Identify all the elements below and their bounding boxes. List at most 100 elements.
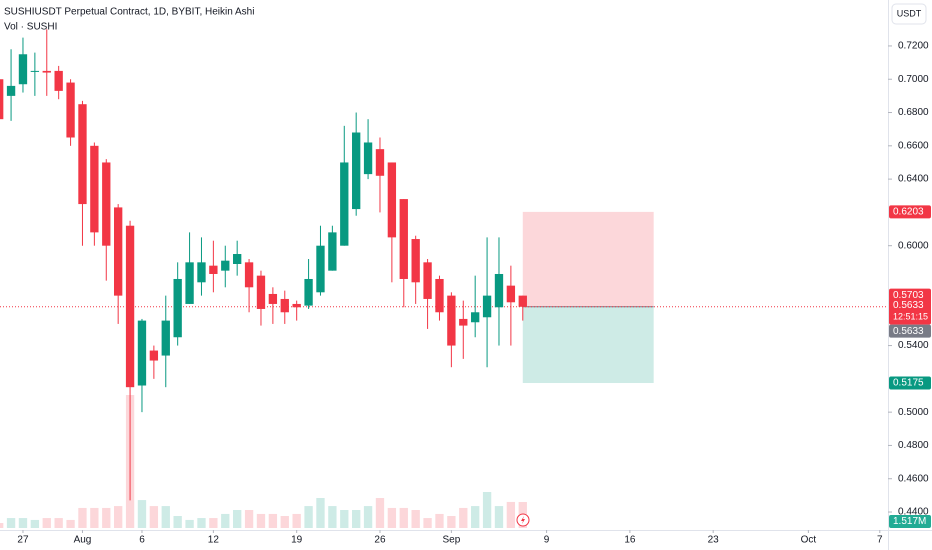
candle-body — [268, 293, 278, 304]
volume-bar — [387, 507, 397, 528]
candle-body — [0, 79, 4, 120]
candle-body — [280, 298, 289, 313]
candle-body — [518, 295, 527, 307]
candle-body — [387, 162, 397, 238]
candle-body — [447, 295, 456, 346]
candle-body — [90, 145, 99, 233]
volume-bar — [435, 513, 444, 528]
volume-bar — [292, 513, 301, 528]
volume-bar — [268, 513, 278, 528]
volume-label: 1.517M — [893, 516, 926, 527]
candle-body — [411, 239, 420, 283]
x-tick-label: 19 — [291, 535, 303, 546]
volume-bar — [494, 506, 504, 528]
candle-body — [244, 262, 254, 288]
x-tick-label: 6 — [139, 535, 145, 546]
volume-label-box — [889, 515, 931, 528]
y-tick-label: 0.7200 — [898, 41, 929, 52]
volume-bar — [221, 513, 230, 528]
candle-body — [18, 54, 28, 85]
volume-bar — [42, 518, 51, 528]
price-label-box — [889, 324, 931, 338]
price-label: 0.6203 — [893, 207, 924, 218]
candle-body — [6, 85, 16, 96]
currency[interactable]: USDT — [897, 8, 922, 18]
volume-bar — [471, 506, 480, 528]
y-tick-label: 0.6600 — [898, 140, 929, 151]
candle-body — [363, 142, 373, 175]
candle-body — [340, 162, 349, 246]
candle-body — [209, 265, 218, 274]
candle-body — [482, 295, 492, 318]
candle-body — [149, 350, 159, 361]
price-label-box — [889, 288, 931, 302]
candle-body — [304, 278, 313, 306]
x-tick-label: 26 — [374, 535, 386, 546]
axes: 0.7200 0.7000 0.6800 0.6600 0.6400 0.6000 0.54… — [17, 41, 931, 546]
price-label: 0.5175 — [893, 378, 924, 389]
y-tick-label: 0.4400 — [898, 507, 929, 518]
volume-bar — [340, 510, 349, 528]
position-tool — [0, 211, 888, 384]
volume-bar — [506, 501, 516, 528]
volume-bar — [0, 523, 4, 528]
volume-bar — [149, 506, 159, 528]
candle-body — [435, 278, 444, 313]
price-label-box — [889, 205, 931, 219]
candle-body — [494, 273, 504, 308]
candle-body — [161, 320, 170, 356]
volume-bar — [54, 518, 63, 528]
volume-bar — [411, 510, 420, 528]
y-tick-label: 0.5400 — [898, 340, 929, 351]
chart-title: SUSHIUSDT Perpetual Contract, 1D, BYBIT,… — [4, 7, 254, 18]
candle-body — [137, 320, 147, 386]
volume-bar — [102, 507, 111, 528]
candle-body — [54, 70, 63, 91]
lightning-icon[interactable] — [516, 513, 530, 527]
volume-bar — [66, 519, 75, 528]
candles — [0, 29, 527, 501]
x-tick-label: Aug — [74, 535, 92, 546]
volume-bar — [304, 506, 313, 528]
target-zone — [522, 211, 654, 307]
y-tick-label: 0.6000 — [898, 240, 929, 251]
x-tick-label: 7 — [877, 535, 883, 546]
x-tick-label: 23 — [708, 535, 720, 546]
volume-bar — [423, 518, 432, 528]
candle-body — [125, 225, 135, 388]
candle-body — [256, 275, 266, 309]
volume-bar — [459, 507, 468, 528]
volume-bar — [447, 516, 456, 528]
price-label: 0.5633 — [893, 326, 924, 337]
volume-bar — [6, 518, 16, 528]
volume-bar — [482, 492, 492, 528]
price-label-box — [889, 298, 931, 325]
candle-body — [30, 70, 40, 72]
price-label: 0.5633 — [893, 300, 924, 311]
y-tick-label: 0.4800 — [898, 440, 929, 451]
volume-bar — [18, 518, 28, 528]
candle-body — [221, 260, 230, 271]
candle-body — [316, 245, 325, 293]
x-tick-label: 27 — [17, 535, 29, 546]
candle-body — [102, 162, 111, 246]
volume-legend: Vol · SUSHI — [4, 22, 57, 33]
x-tick-label: Sep — [442, 535, 460, 546]
candle-body — [233, 254, 242, 265]
candle-body — [352, 132, 361, 210]
candle-body — [399, 199, 408, 279]
icon-bolt — [521, 516, 525, 524]
currency-button[interactable] — [891, 3, 927, 25]
candle-body — [292, 303, 301, 308]
volume-bar — [197, 518, 206, 528]
candle-body — [173, 278, 182, 338]
y-tick-label: 0.6400 — [898, 174, 929, 185]
stop-zone — [522, 306, 654, 384]
y-tick-label: 0.6800 — [898, 107, 929, 118]
volume-bar — [78, 507, 87, 528]
volume-bar — [185, 519, 194, 528]
volume-bar — [363, 506, 373, 528]
volume-bar — [280, 516, 289, 528]
volume-bar — [30, 519, 40, 528]
